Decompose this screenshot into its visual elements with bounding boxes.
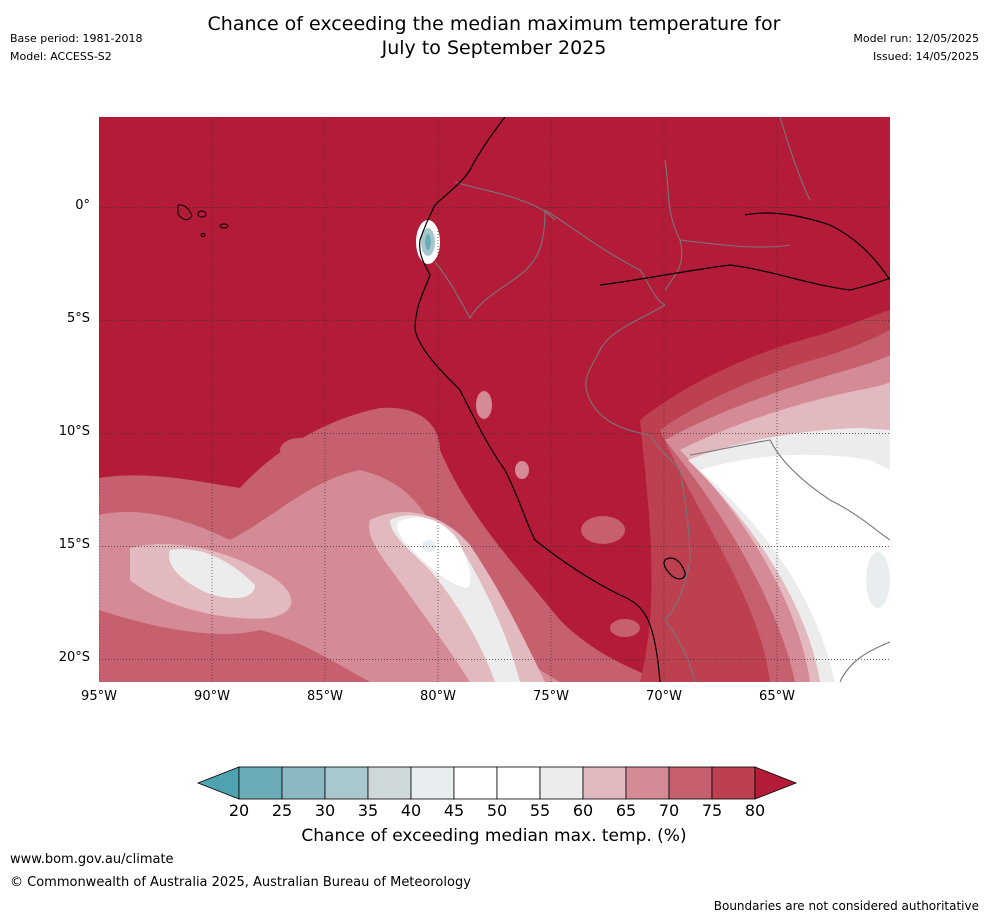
lon-tick-label: 65°W (759, 689, 795, 704)
colorbar-swatch (324, 766, 369, 800)
border-peru-colombia-brazil (544, 209, 666, 306)
meta-right: Model run: 12/05/2025 Issued: 14/05/2025 (853, 30, 979, 66)
map-area (99, 117, 890, 682)
border-peru-brazil (585, 304, 666, 436)
border-peru-bolivia (649, 434, 691, 621)
colorbar-tick-label: 80 (744, 801, 766, 820)
contour-band-60 (515, 461, 529, 479)
island-isabela (177, 204, 193, 221)
meta-left: Base period: 1981-2018 Model: ACCESS-S2 (10, 30, 142, 66)
graticule (99, 117, 890, 682)
colorbar-tick-label: 20 (228, 801, 250, 820)
colorbar-swatch (453, 766, 498, 800)
colorbar-swatch (539, 766, 584, 800)
contour-band-40 (422, 540, 436, 552)
issued-date: Issued: 14/05/2025 (872, 50, 979, 63)
contour-band-70 (610, 619, 640, 637)
boundaries-disclaimer: Boundaries are not considered authoritat… (713, 899, 979, 913)
border-argentina (839, 641, 890, 682)
colorbar-tick-label: 60 (572, 801, 594, 820)
colorbar-swatch (410, 766, 455, 800)
galapagos-islands (177, 204, 229, 237)
contour-band-50 (700, 454, 890, 682)
colorbar-swatch (238, 766, 283, 800)
border-ecuador-peru (434, 209, 546, 320)
colorbar-tick-label: 55 (529, 801, 551, 820)
title-line-1: Chance of exceeding the median maximum t… (207, 13, 781, 35)
colorbar-swatch (668, 766, 713, 800)
lon-tick-label: 75°W (533, 689, 569, 704)
colorbar-tick-label: 75 (701, 801, 723, 820)
colorbar-swatch (711, 766, 756, 800)
coastlines (414, 117, 890, 682)
lat-tick-label: 15°S (58, 537, 90, 553)
border-bolivia-brazil (689, 439, 890, 541)
lat-tick-label: 5°S (66, 311, 90, 327)
copyright-notice: © Commonwealth of Australia 2025, Austra… (10, 875, 471, 890)
island-san-cristobal (219, 223, 229, 229)
coastline-pacific (414, 117, 661, 682)
colorbar-tick-label: 70 (658, 801, 680, 820)
colorbar-tick-label: 65 (615, 801, 637, 820)
lon-tick-label: 85°W (307, 689, 343, 704)
colorbar-tick-label: 30 (314, 801, 336, 820)
lake-titicaca (663, 557, 686, 580)
colorbar-tick-label: 25 (271, 801, 293, 820)
lat-tick-label: 20°S (58, 650, 90, 666)
island-santa-cruz (197, 210, 207, 218)
model-run: Model run: 12/05/2025 (853, 32, 979, 45)
border-venezuela-brazil (679, 239, 791, 248)
colorbar-swatch (582, 766, 627, 800)
island-espanola (200, 233, 206, 237)
border-chile-bolivia (664, 619, 696, 682)
colorbar-tick-label: 45 (443, 801, 465, 820)
colorbar-swatch (625, 766, 670, 800)
colorbar-tick-label: 40 (400, 801, 422, 820)
colorbar (196, 766, 798, 800)
lon-tick-label: 95°W (81, 689, 117, 704)
lat-tick-label: 10°S (58, 424, 90, 440)
title-line-2: July to September 2025 (381, 37, 607, 59)
contour-band-60 (476, 391, 492, 419)
colorbar-tick-label: 35 (357, 801, 379, 820)
contour-band-70 (280, 438, 320, 462)
base-period: Base period: 1981-2018 (10, 32, 143, 45)
model-name: Model: ACCESS-S2 (10, 50, 112, 63)
colorbar-swatch (281, 766, 326, 800)
lon-tick-label: 70°W (646, 689, 682, 704)
contour-band-50 (397, 517, 471, 588)
colorbar-swatch (367, 766, 412, 800)
lat-tick-label: 0° (75, 198, 90, 214)
colorbar-title: Chance of exceeding median max. temp. (%… (301, 826, 687, 846)
contour-band-70 (581, 516, 625, 544)
colorbar-swatch (496, 766, 541, 800)
lon-tick-label: 90°W (194, 689, 230, 704)
lon-tick-label: 80°W (420, 689, 456, 704)
border-guyana (779, 117, 811, 201)
contour-bands (99, 220, 890, 682)
colorbar-over-arrow (754, 766, 798, 800)
colorbar-under-arrow (196, 766, 240, 800)
colorbar-tick-label: 50 (486, 801, 508, 820)
contour-band-25 (425, 234, 431, 250)
amazon-river (599, 264, 890, 291)
website-link[interactable]: www.bom.gov.au/climate (10, 852, 174, 867)
contour-band-40 (866, 552, 890, 608)
coastline-caribbean (744, 212, 890, 281)
chart-title: Chance of exceeding the median maximum t… (0, 12, 988, 60)
